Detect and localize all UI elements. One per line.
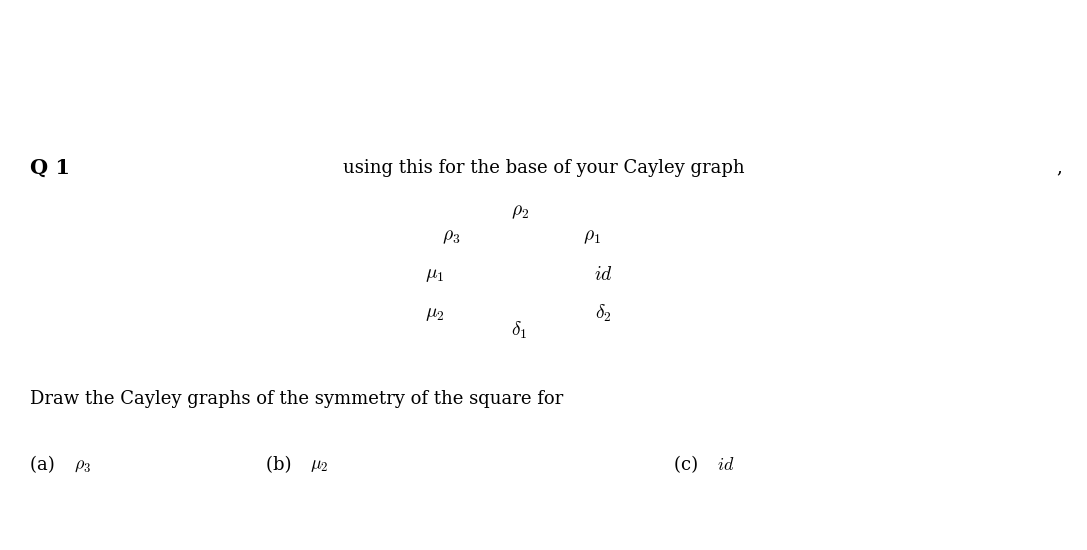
Text: (b): (b) [266,456,298,474]
Text: $\rho_3$: $\rho_3$ [442,227,460,246]
Text: Q 1: Q 1 [30,158,71,178]
Text: $\mu_2$: $\mu_2$ [310,456,328,474]
Text: $\mu_2$: $\mu_2$ [425,304,445,323]
Text: Draw the Cayley graphs of the symmetry of the square for: Draw the Cayley graphs of the symmetry o… [30,390,564,408]
Text: (a): (a) [30,456,61,474]
Text: (c): (c) [674,456,703,474]
Text: ,: , [1057,159,1062,177]
Text: ·: · [342,159,348,177]
Text: $\rho_2$: $\rho_2$ [511,202,528,221]
Text: $id$: $id$ [594,266,613,284]
Text: $\rho_3$: $\rho_3$ [74,456,91,474]
Text: $\rho_1$: $\rho_1$ [584,227,601,246]
Text: $id$: $id$ [717,456,735,474]
Text: $\delta_1$: $\delta_1$ [511,320,528,340]
Text: $\delta_2$: $\delta_2$ [595,303,612,324]
Text: $\mu_1$: $\mu_1$ [425,266,445,284]
Text: using this for the base of your Cayley graph: using this for the base of your Cayley g… [342,159,745,177]
